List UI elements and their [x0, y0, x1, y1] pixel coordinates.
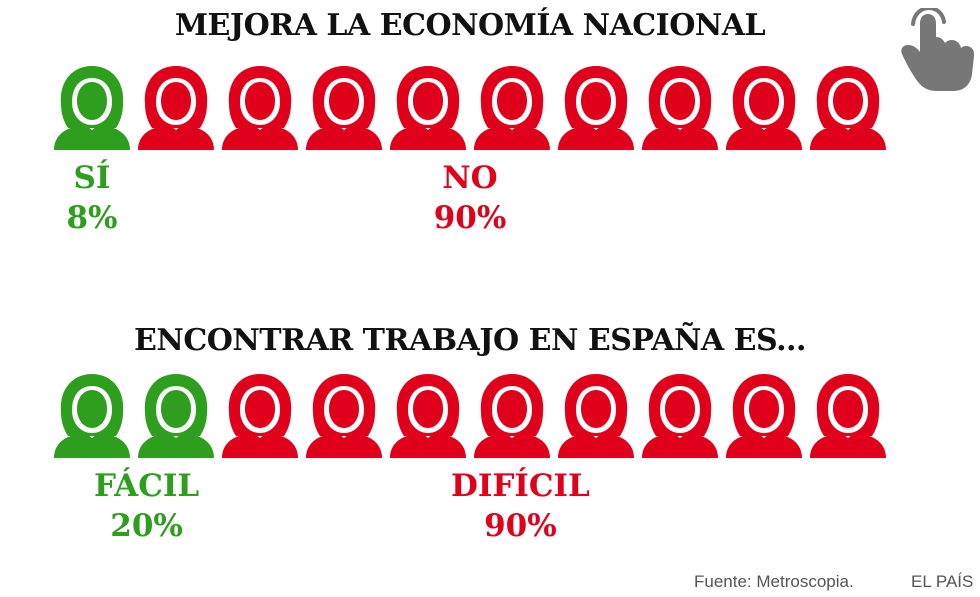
person-icon [54, 374, 130, 458]
person-icon [138, 374, 214, 458]
person-icon [390, 66, 466, 150]
hand-pointer-icon[interactable] [898, 8, 976, 92]
person-icon [810, 374, 886, 458]
label-dificil-name: DIFÍCIL [450, 468, 590, 504]
footer-source: Fuente: Metroscopia. [694, 572, 854, 591]
label-facil-value: 20% [110, 508, 183, 544]
person-icon [306, 374, 382, 458]
label-no-value: 90% [433, 200, 507, 236]
person-icon [810, 66, 886, 150]
footer-brand: EL PAÍS [911, 572, 974, 591]
label-dificil: DIFÍCIL 90% [451, 471, 590, 542]
label-si-value: 8% [66, 200, 118, 236]
person-icon [222, 66, 298, 150]
person-icon [726, 374, 802, 458]
label-no-name: NO [442, 160, 498, 196]
person-icon [558, 374, 634, 458]
person-icon [474, 66, 550, 150]
label-si-name: SÍ [73, 160, 111, 196]
person-icon [390, 374, 466, 458]
person-icon [54, 66, 130, 150]
person-icon [558, 66, 634, 150]
label-facil: FÁCIL 20% [94, 471, 199, 542]
person-icon [306, 66, 382, 150]
label-dificil-value: 90% [484, 508, 557, 544]
person-icon [642, 374, 718, 458]
person-icon [138, 66, 214, 150]
chart-title-employment: ENCONTRAR TRABAJO EN ESPAÑA ES... [134, 323, 806, 358]
label-si: SÍ 8% [66, 163, 117, 234]
person-icon [726, 66, 802, 150]
label-no: NO 90% [434, 163, 507, 234]
chart-title-economy: MEJORA LA ECONOMÍA NACIONAL [174, 8, 766, 43]
person-icon [222, 374, 298, 458]
person-icon [474, 374, 550, 458]
person-icon [642, 66, 718, 150]
label-facil-name: FÁCIL [93, 468, 200, 504]
